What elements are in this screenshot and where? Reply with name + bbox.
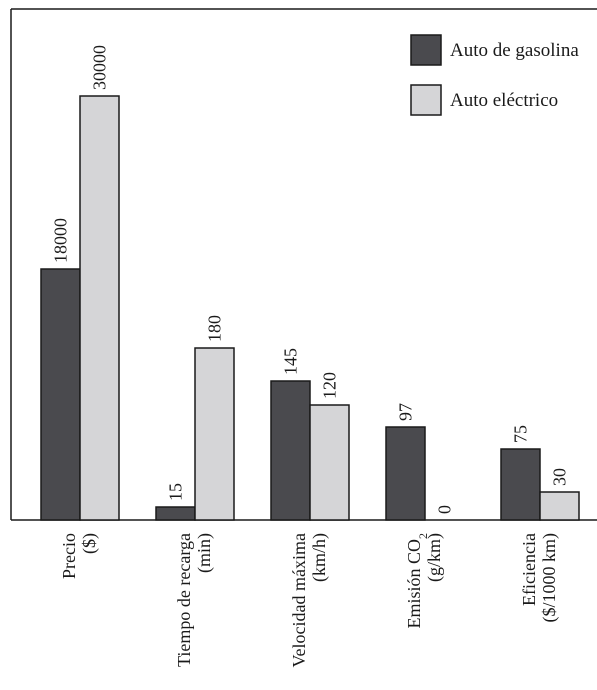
category-label-3-subscript: 2 <box>416 533 430 539</box>
category-label-3: Emisión CO2(g/km) <box>404 533 445 629</box>
value-label-gasolina-3: 97 <box>396 403 416 421</box>
category-labels-layer: Precio ($) Tiempo de recarga (min) Velocidad… <box>59 533 560 667</box>
category-label-4-line-1: ($/1000 km) <box>539 533 560 623</box>
bar-gasolina-4 <box>500 448 541 521</box>
value-label-gasolina-0: 18000 <box>51 218 71 263</box>
category-label-4: Eficiencia ($/1000 km) <box>519 533 560 623</box>
bar-gasolina-1 <box>155 506 196 521</box>
category-label-2-line-1: (km/h) <box>309 533 330 582</box>
value-label-electrico-4: 30 <box>550 468 570 486</box>
legend-label-gasolina: Auto de gasolina <box>450 40 579 61</box>
category-label-2-line-0: Velocidad máxima <box>289 533 309 667</box>
bar-electrico-2 <box>309 404 350 521</box>
category-label-0-line-0: Precio <box>59 533 79 579</box>
bar-electrico-1 <box>194 347 235 521</box>
category-label-4-line-0: Eficiencia <box>519 533 539 606</box>
legend: Auto de gasolina Auto eléctrico <box>410 34 579 116</box>
bar-electrico-0 <box>79 95 120 521</box>
value-label-electrico-0: 30000 <box>90 45 110 90</box>
category-label-3-line-1: (g/km) <box>424 533 445 582</box>
value-label-electrico-2: 120 <box>320 372 340 399</box>
legend-swatch-gasolina <box>410 34 442 66</box>
value-label-electrico-1: 180 <box>205 315 225 342</box>
category-label-0-line-1: ($) <box>79 533 100 554</box>
category-label-1-line-1: (min) <box>194 533 215 573</box>
value-label-gasolina-2: 145 <box>281 348 301 375</box>
legend-label-electrico: Auto eléctrico <box>450 90 558 111</box>
legend-swatch-electrico <box>410 84 442 116</box>
category-label-0: Precio ($) <box>59 533 100 579</box>
value-labels-layer: 18000 30000 15 180 145 120 97 0 75 30 <box>51 45 570 514</box>
value-label-gasolina-4: 75 <box>511 425 531 443</box>
bar-electrico-4 <box>539 491 580 521</box>
bar-gasolina-2 <box>270 380 311 521</box>
value-label-electrico-3: 0 <box>435 505 455 514</box>
category-label-1-line-0: Tiempo de recarga <box>174 533 194 667</box>
bar-gasolina-3 <box>385 426 426 521</box>
bars-layer <box>40 95 580 521</box>
category-label-2: Velocidad máxima (km/h) <box>289 533 330 667</box>
bar-gasolina-0 <box>40 268 81 521</box>
category-label-1: Tiempo de recarga (min) <box>174 533 215 667</box>
value-label-gasolina-1: 15 <box>166 483 186 501</box>
